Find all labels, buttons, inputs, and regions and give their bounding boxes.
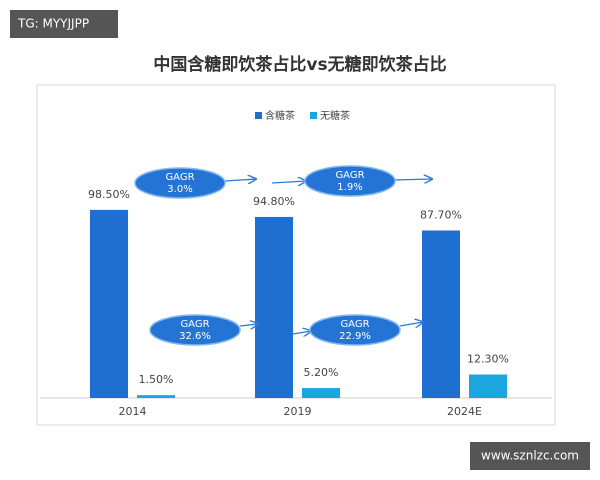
bar xyxy=(90,209,128,398)
watermark-box xyxy=(470,442,590,470)
value-label: 12.30% xyxy=(467,353,509,366)
annotation-value: 32.6% xyxy=(179,331,211,342)
annotation-bubble xyxy=(134,167,226,199)
bar xyxy=(422,230,460,398)
annotation-bubble xyxy=(304,165,396,197)
x-tick-label: 2024E xyxy=(447,405,482,418)
annotation-label: GAGR xyxy=(180,319,209,330)
arrow xyxy=(239,324,258,326)
annotation-value: 1.9% xyxy=(337,182,362,193)
value-label: 5.20% xyxy=(304,366,339,379)
arrow xyxy=(392,179,432,180)
legend-swatch xyxy=(310,112,317,119)
watermark-box xyxy=(10,10,118,38)
legend-swatch xyxy=(255,112,262,119)
bar xyxy=(469,374,507,398)
bar xyxy=(137,395,175,398)
arrow xyxy=(399,322,423,326)
annotation-value: 3.0% xyxy=(167,184,192,195)
annotation-label: GAGR xyxy=(165,172,194,183)
annotation-label: GAGR xyxy=(340,319,369,330)
bar xyxy=(302,388,340,398)
value-label: 94.80% xyxy=(253,195,295,208)
chart-title: 中国含糖即饮茶占比vs无糖即饮茶占比 xyxy=(153,54,446,75)
annotation-bubble xyxy=(149,314,241,346)
watermark: TG: MYYJJPP xyxy=(17,17,89,31)
value-label: 1.50% xyxy=(139,373,174,386)
bar xyxy=(255,216,293,398)
value-label: 98.50% xyxy=(88,188,130,201)
arrow xyxy=(224,179,256,181)
legend-label: 无糖茶 xyxy=(320,109,350,122)
annotation-value: 22.9% xyxy=(339,331,371,342)
annotation-label: GAGR xyxy=(335,170,364,181)
watermark: www.sznlzc.com xyxy=(481,449,579,463)
arrow xyxy=(271,181,306,183)
legend-label: 含糖茶 xyxy=(265,109,295,122)
x-tick-label: 2014 xyxy=(119,405,147,418)
annotation-bubble xyxy=(309,314,401,346)
x-tick-label: 2019 xyxy=(284,405,312,418)
arrow xyxy=(292,331,311,334)
value-label: 87.70% xyxy=(420,208,462,221)
